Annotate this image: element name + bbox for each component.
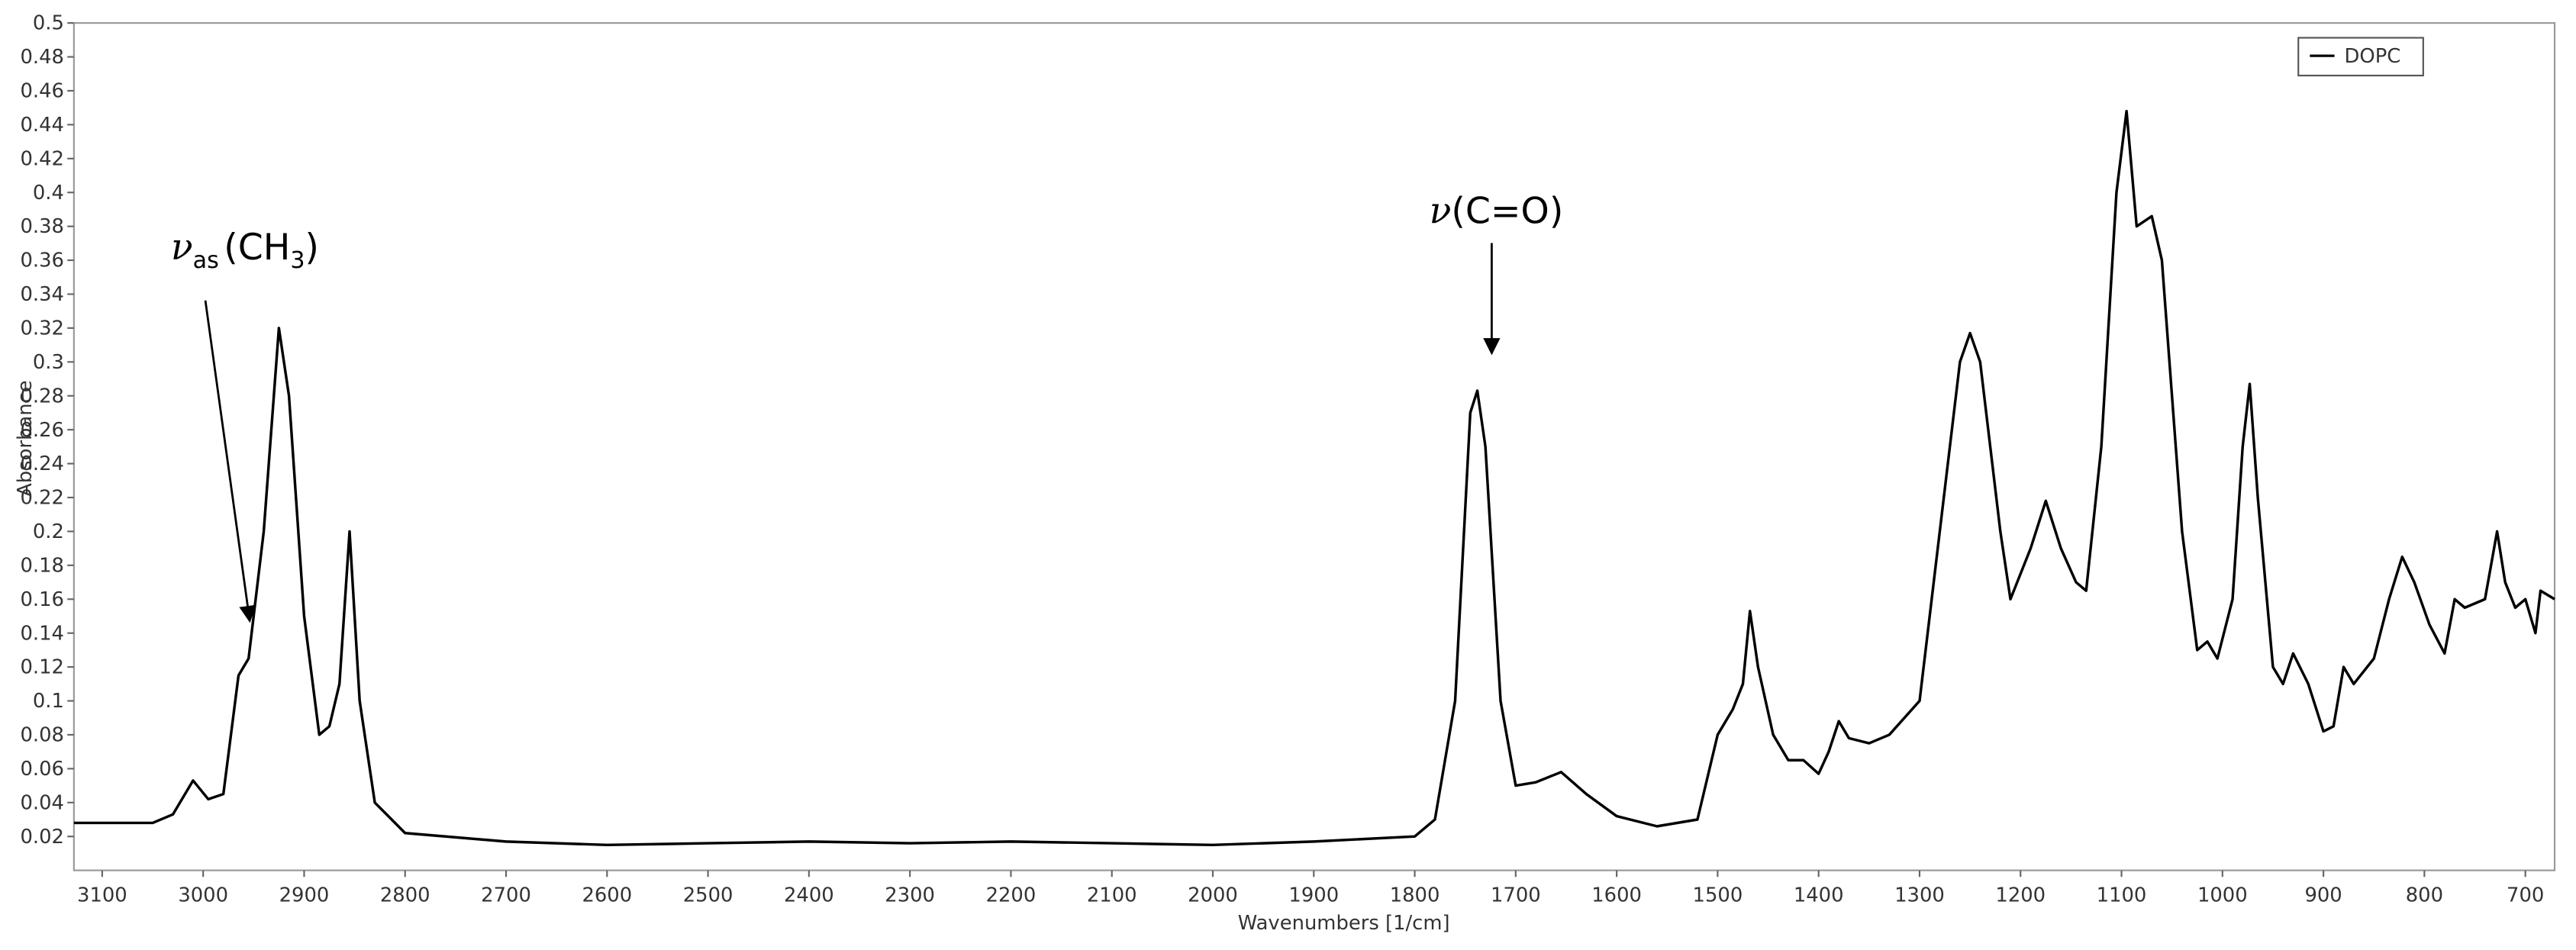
- annotation-symbol: ν: [1430, 191, 1452, 233]
- x-tick-label: 1200: [1995, 884, 2046, 907]
- annotation: ν(C=O): [1430, 191, 1564, 233]
- annotation-subscript: 3: [290, 247, 305, 274]
- x-tick-label: 1000: [2197, 884, 2248, 907]
- y-tick-label: 0.1: [33, 690, 64, 713]
- x-tick-label: 1700: [1491, 884, 1541, 907]
- x-tick-label: 2000: [1188, 884, 1238, 907]
- x-tick-label: 3000: [178, 884, 228, 907]
- y-tick-label: 0.28: [20, 385, 63, 407]
- x-tick-label: 1600: [1591, 884, 1642, 907]
- annotation-text: ): [305, 227, 319, 269]
- y-tick-label: 0.2: [33, 520, 64, 543]
- spectrum-line: [73, 109, 2555, 847]
- y-tick-label: 0.3: [33, 351, 64, 374]
- annotation-arrow: [204, 300, 256, 623]
- x-tick-label: 1400: [1794, 884, 1844, 907]
- annotation-subscript: as: [193, 247, 219, 274]
- y-tick-label: 0.5: [33, 12, 64, 35]
- x-tick-label: 1100: [2097, 884, 2147, 907]
- y-tick-label: 0.14: [20, 622, 63, 645]
- y-tick-label: 0.24: [20, 452, 63, 475]
- y-tick-label: 0.38: [20, 215, 63, 238]
- x-tick-label: 2800: [380, 884, 430, 907]
- x-tick-label: 2100: [1087, 884, 1137, 907]
- y-tick-label: 0.16: [20, 588, 63, 611]
- y-tick-label: 0.34: [20, 283, 63, 306]
- y-tick-label: 0.32: [20, 317, 63, 340]
- x-tick-label: 800: [2406, 884, 2443, 907]
- y-tick-label: 0.44: [20, 114, 63, 137]
- x-tick-label: 3100: [77, 884, 127, 907]
- y-tick-label: 0.26: [20, 419, 63, 442]
- annotation-text: (CH: [224, 227, 290, 269]
- legend: DOPC: [2297, 37, 2424, 77]
- y-tick-label: 0.42: [20, 147, 63, 170]
- y-tick-label: 0.48: [20, 46, 63, 69]
- y-tick-label: 0.18: [20, 554, 63, 577]
- y-axis-label: Absorbance: [14, 380, 37, 497]
- x-tick-label: 2400: [784, 884, 834, 907]
- y-tick-label: 0.08: [20, 724, 63, 747]
- x-tick-label: 1800: [1390, 884, 1440, 907]
- x-tick-label: 1300: [1894, 884, 1945, 907]
- annotation-symbol: ν: [171, 227, 193, 269]
- x-tick-label: 2500: [683, 884, 733, 907]
- y-tick-label: 0.46: [20, 80, 63, 103]
- y-tick-label: 0.22: [20, 487, 63, 510]
- x-tick-label: 2600: [582, 884, 632, 907]
- plot-frame: [73, 22, 2556, 871]
- y-tick-label: 0.12: [20, 656, 63, 679]
- x-tick-label: 700: [2507, 884, 2544, 907]
- y-tick-label: 0.36: [20, 250, 63, 272]
- x-tick-label: 2300: [885, 884, 935, 907]
- x-tick-label: 2900: [279, 884, 330, 907]
- y-tick-label: 0.02: [20, 826, 63, 849]
- y-tick-label: 0.06: [20, 758, 63, 781]
- annotation: νas (CH3): [171, 227, 319, 274]
- y-tick-label: 0.04: [20, 791, 63, 814]
- x-tick-label: 2700: [481, 884, 531, 907]
- y-tick-label: 0.4: [33, 182, 64, 204]
- annotation-text: (C=O): [1451, 191, 1563, 233]
- legend-label: DOPC: [2345, 45, 2401, 68]
- x-tick-label: 2200: [986, 884, 1037, 907]
- x-tick-label: 1900: [1288, 884, 1339, 907]
- x-tick-label: 1500: [1693, 884, 1743, 907]
- x-axis-label: Wavenumbers [1/cm]: [1238, 912, 1450, 935]
- x-tick-label: 900: [2304, 884, 2342, 907]
